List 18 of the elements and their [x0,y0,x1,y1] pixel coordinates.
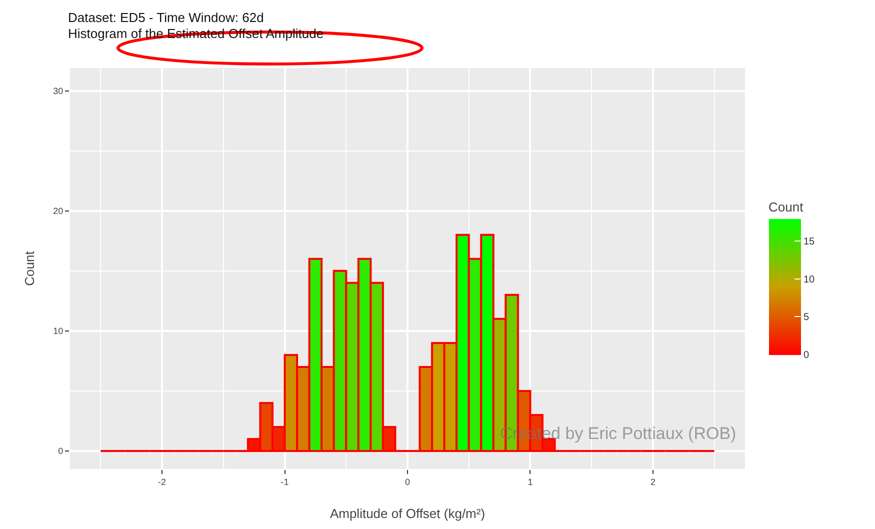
color-bar-label: 0 [804,350,810,362]
x-tick-label: -2 [158,476,166,487]
y-tick-label: 20 [53,206,64,216]
y-tick-label: 30 [53,86,64,96]
y-tick-label: 0 [58,446,64,456]
x-axis-title: Amplitude of Offset (kg/m²) [330,506,486,521]
color-bar-title: Count [768,199,804,214]
y-tick-label: 10 [53,326,64,336]
x-tick-label: -1 [280,476,289,487]
x-tick-label: 0 [404,476,410,487]
x-tick-label: 1 [528,476,533,487]
color-bar-label: 10 [804,274,816,286]
chart-title: Dataset: ED5 - Time Window: 62d [68,10,265,26]
color-bar-label: 15 [804,236,816,248]
annotation: Created by Eric Pottiaux (ROB) [500,424,736,443]
color-bar-label: 5 [804,312,810,324]
x-tick-label: 2 [650,476,656,487]
y-axis-title: Count [22,250,37,286]
